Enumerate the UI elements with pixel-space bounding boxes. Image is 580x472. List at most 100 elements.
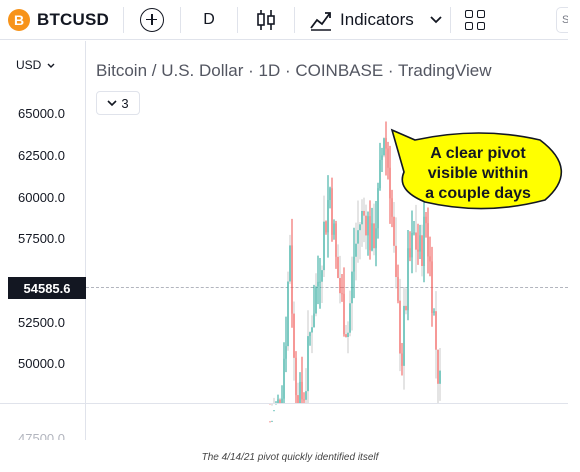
interval-button[interactable]: D	[203, 10, 215, 28]
price-tick-label: 62500.0	[18, 148, 65, 163]
candle-body	[361, 210, 363, 225]
candle-body	[401, 353, 403, 366]
candle-body	[327, 200, 329, 233]
candle-body	[363, 210, 365, 216]
callout-line: a couple days	[425, 185, 531, 202]
candle-body	[343, 293, 345, 335]
candle-body	[381, 155, 383, 160]
candle-body	[333, 223, 335, 235]
candle-body	[377, 188, 379, 229]
candle-body	[429, 256, 431, 262]
indicators-button[interactable]: Indicators	[295, 0, 422, 40]
candle-body	[273, 410, 275, 412]
candle-body	[365, 215, 367, 236]
candle-body	[397, 276, 399, 301]
candle-body	[433, 311, 435, 313]
candle-body	[271, 420, 273, 422]
toolbar-divider	[180, 6, 182, 33]
candle-body	[355, 243, 357, 257]
candle-body	[311, 327, 313, 333]
candle-body	[385, 138, 387, 149]
candle-body	[373, 223, 375, 249]
candle-body	[281, 398, 283, 403]
candle-body	[403, 305, 405, 366]
collapse-indicators-button[interactable]: 3	[96, 91, 140, 115]
candle-body	[413, 232, 415, 234]
price-tick-label: 52500.0	[18, 315, 65, 330]
current-price-line	[86, 287, 568, 288]
candle-body	[337, 256, 339, 278]
candle-body	[303, 399, 305, 401]
candle-body	[305, 391, 307, 400]
indicators-chart-icon	[310, 11, 332, 31]
candle-body	[387, 148, 389, 168]
price-tick-label-partial: 47500.0	[18, 431, 65, 440]
candle-body	[371, 223, 373, 251]
candle-body	[405, 305, 407, 311]
candle-body	[299, 381, 301, 403]
candle-body	[347, 332, 349, 338]
candle-body	[409, 248, 411, 258]
candle-body	[421, 235, 423, 267]
candle-body	[369, 216, 371, 251]
candle-body	[375, 228, 377, 249]
toolbar-divider	[237, 6, 239, 33]
currency-label: USD	[16, 58, 42, 72]
chevron-down-icon	[47, 63, 55, 68]
chevron-down-icon	[430, 15, 442, 23]
symbol-search-button[interactable]: B BTCUSD	[0, 0, 123, 40]
price-tick-label: 60000.0	[18, 190, 65, 205]
chevron-down-icon	[107, 99, 117, 106]
candlestick-series	[269, 121, 441, 423]
candle-body	[321, 270, 323, 282]
plus-circle-icon	[140, 7, 165, 32]
candle-body	[353, 256, 355, 272]
candle-body	[309, 332, 311, 337]
candle-body	[313, 313, 315, 328]
indicators-dropdown-button[interactable]	[422, 0, 450, 40]
candlestick-icon	[257, 9, 275, 30]
candle-body	[319, 281, 321, 283]
candle-body	[417, 249, 419, 252]
candle-body	[301, 381, 303, 400]
candle-body	[287, 281, 289, 347]
candle-body	[335, 223, 337, 257]
candle-body	[395, 245, 397, 277]
candle-body	[351, 271, 353, 304]
candle-body	[329, 188, 331, 201]
chart-type-button[interactable]	[238, 0, 294, 40]
layout-button[interactable]	[451, 0, 499, 40]
price-axis[interactable]	[0, 41, 86, 440]
candle-body	[411, 232, 413, 258]
save-button[interactable]: S	[556, 7, 568, 33]
symbol-label: BTCUSD	[37, 9, 110, 29]
candle-body	[315, 286, 317, 314]
candle-body	[289, 245, 291, 282]
candle-body	[393, 216, 395, 246]
candle-body	[439, 370, 441, 384]
candle-body	[367, 216, 369, 236]
candle-body	[307, 336, 309, 392]
candle-body	[283, 358, 285, 399]
candle-body	[279, 399, 281, 403]
price-tick-label: 65000.0	[18, 106, 65, 121]
toolbar-divider	[449, 6, 451, 33]
bitcoin-logo-icon: B	[8, 8, 30, 31]
grid-layout-icon	[464, 9, 485, 30]
time-axis-border	[0, 403, 568, 404]
candle-body	[379, 159, 381, 189]
candle-body	[383, 138, 385, 156]
candle-body	[269, 421, 271, 423]
current-price-label: 54585.6	[8, 277, 86, 299]
top-toolbar: B BTCUSD D Indicators	[0, 0, 568, 40]
candle-body	[435, 311, 437, 350]
candle-body	[423, 216, 425, 267]
price-chart-canvas[interactable]: A clear pivot visible within a couple da…	[0, 0, 568, 440]
chart-window: B BTCUSD D Indicators	[0, 0, 568, 440]
candle-body	[293, 313, 295, 358]
candle-body	[419, 235, 421, 252]
currency-selector[interactable]: USD	[16, 58, 55, 72]
compare-symbol-button[interactable]	[124, 0, 180, 40]
candle-body	[425, 216, 427, 224]
candle-body	[339, 277, 341, 294]
